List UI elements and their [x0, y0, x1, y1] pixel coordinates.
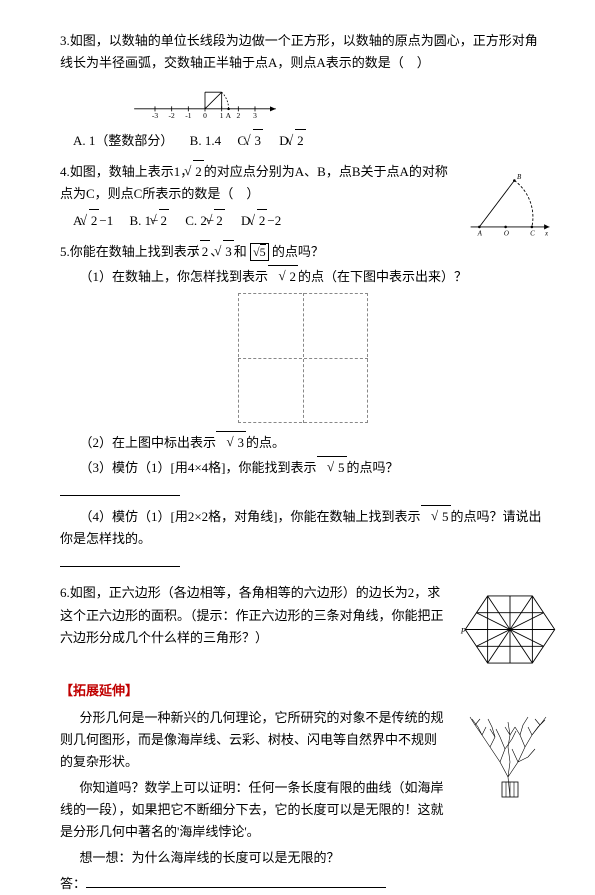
svg-text:-2: -2	[169, 111, 175, 119]
extension-header: 【拓展延伸】	[60, 680, 545, 702]
svg-text:2: 2	[236, 111, 240, 119]
svg-text:A: A	[477, 230, 483, 238]
q3-opt-d: D. 2	[279, 129, 305, 152]
svg-text:x: x	[544, 230, 549, 238]
svg-text:-1: -1	[185, 111, 191, 119]
q5-blank-2	[60, 552, 545, 574]
q3-number-line-figure: -3 -2 -1 0 1 2 3 A	[130, 77, 280, 119]
q5-sub-3: （3）模仿（1）[用4×4格]，你能找到表示5的点吗？	[60, 456, 545, 479]
question-3: 3.如图，以数轴的单位长线段为边做一个正方形，以数轴的原点为圆心，正方形对角线长…	[60, 30, 545, 152]
q3-opt-a: A. 1（整数部分）	[73, 130, 173, 152]
q4-options: A. 2−1 B. 1−2 C. 2−2 D. 2−2	[60, 209, 450, 232]
q3-opt-b: B. 1.4	[190, 130, 221, 152]
ext-p2: 你知道吗？数学上可以证明：任何一条长度有限的曲线（如海岸线的一段），如果把它不断…	[60, 777, 445, 843]
question-6: P 6.如图，正六边形（各边相等，各角相等的六边形）的边长为2，求这个正六边形的…	[60, 582, 545, 672]
svg-text:P: P	[460, 627, 466, 636]
svg-text:O: O	[504, 230, 509, 238]
svg-text:C: C	[530, 230, 535, 238]
q5-sub-1: （1）在数轴上，你怎样找到表示2的点（在下图中表示出来）？	[60, 265, 545, 288]
ext-p3: 想一想：为什么海岸线的长度可以是无限的？	[60, 847, 445, 869]
q4-figure: B A O C x	[465, 170, 555, 240]
question-5: 5.你能在数轴上找到表示2、3和 √5 的点吗？ （1）在数轴上，你怎样找到表示…	[60, 240, 545, 575]
svg-text:1: 1	[220, 111, 224, 119]
q3-opt-c: C. 3	[237, 129, 263, 152]
extension-body: 分形几何是一种新兴的几何理论，它所研究的对象不是传统的规则几何图形，而是像海岸线…	[60, 707, 545, 895]
svg-text:3: 3	[253, 111, 257, 119]
q5-grid-figure	[238, 293, 368, 423]
question-4: B A O C x 4.如图，数轴上表示1，2的对应点分别为A、B，点B关于点A…	[60, 160, 545, 231]
q3-options: A. 1（整数部分） B. 1.4 C. 3 D. 2	[60, 129, 545, 152]
q5-sub-4: （4）模仿（1）[用2×2格，对角线]，你能在数轴上找到表示5的点吗？请说出你是…	[60, 505, 545, 550]
q3-stem: 3.如图，以数轴的单位长线段为边做一个正方形，以数轴的原点为圆心，正方形对角线长…	[60, 30, 545, 74]
q4-opt-b: B. 1−2	[129, 209, 169, 232]
q4-stem: 4.如图，数轴上表示1，2的对应点分别为A、B，点B关于点A的对称点为C，则点C…	[60, 160, 450, 205]
svg-text:B: B	[517, 173, 522, 181]
svg-text:-3: -3	[152, 111, 158, 119]
q5-sub-2: （2）在上图中标出表示3的点。	[60, 431, 545, 454]
q6-stem: 6.如图，正六边形（各边相等，各角相等的六边形）的边长为2，求这个正六边形的面积…	[60, 582, 445, 648]
q4-opt-c: C. 2−2	[185, 209, 225, 232]
svg-text:A: A	[226, 111, 232, 119]
q4-opt-d: D. 2−2	[241, 209, 281, 232]
fractal-tree-figure	[460, 707, 560, 802]
q5-stem: 5.你能在数轴上找到表示2、3和 √5 的点吗？	[60, 240, 545, 263]
ext-p1: 分形几何是一种新兴的几何理论，它所研究的对象不是传统的规则几何图形，而是像海岸线…	[60, 707, 445, 773]
q5-blank-1	[60, 481, 545, 503]
q4-opt-a: A. 2−1	[73, 209, 113, 232]
q6-hexagon-figure: P	[460, 587, 560, 672]
ext-answer-line: 答：	[60, 873, 445, 895]
svg-text:0: 0	[203, 111, 207, 119]
